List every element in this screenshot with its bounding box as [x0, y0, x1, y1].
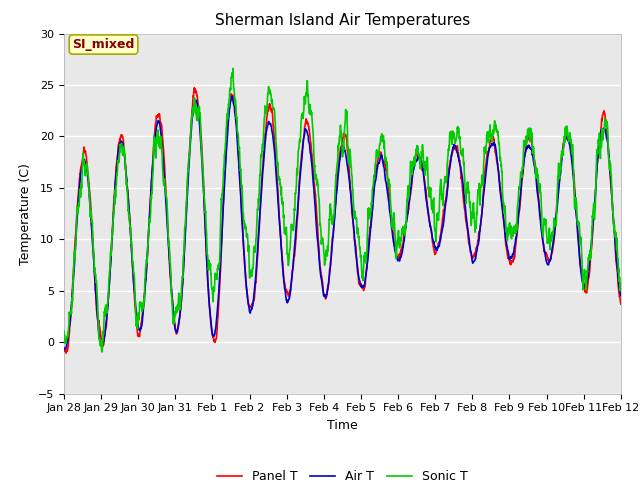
- Sonic T: [229, 65, 237, 71]
- Air T: [60, 347, 68, 352]
- Title: Sherman Island Air Temperatures: Sherman Island Air Temperatures: [215, 13, 470, 28]
- Panel T: [60, 345, 68, 350]
- Sonic T: [371, 164, 379, 169]
- X-axis label: Time: Time: [327, 419, 358, 432]
- Sonic T: [359, 277, 367, 283]
- Air T: [371, 181, 379, 187]
- Sonic T: [568, 150, 576, 156]
- Air T: [504, 250, 512, 256]
- Panel T: [617, 301, 625, 307]
- Panel T: [371, 175, 379, 180]
- Panel T: [359, 285, 367, 290]
- Air T: [617, 293, 625, 299]
- Air T: [568, 157, 575, 163]
- Panel T: [216, 281, 223, 287]
- Air T: [584, 277, 591, 283]
- Text: SI_mixed: SI_mixed: [72, 38, 135, 51]
- Panel T: [584, 284, 591, 289]
- Sonic T: [60, 328, 68, 334]
- Sonic T: [99, 349, 106, 355]
- Line: Panel T: Panel T: [64, 88, 621, 353]
- Air T: [359, 284, 367, 290]
- Legend: Panel T, Air T, Sonic T: Panel T, Air T, Sonic T: [212, 465, 472, 480]
- Y-axis label: Temperature (C): Temperature (C): [19, 163, 33, 264]
- Line: Sonic T: Sonic T: [64, 68, 621, 352]
- Panel T: [568, 155, 576, 161]
- Sonic T: [505, 232, 513, 238]
- Air T: [216, 279, 223, 285]
- Sonic T: [584, 269, 591, 275]
- Panel T: [190, 85, 198, 91]
- Line: Air T: Air T: [64, 96, 621, 349]
- Panel T: [62, 350, 70, 356]
- Panel T: [505, 256, 513, 262]
- Sonic T: [617, 287, 625, 292]
- Air T: [228, 93, 236, 99]
- Sonic T: [216, 260, 223, 266]
